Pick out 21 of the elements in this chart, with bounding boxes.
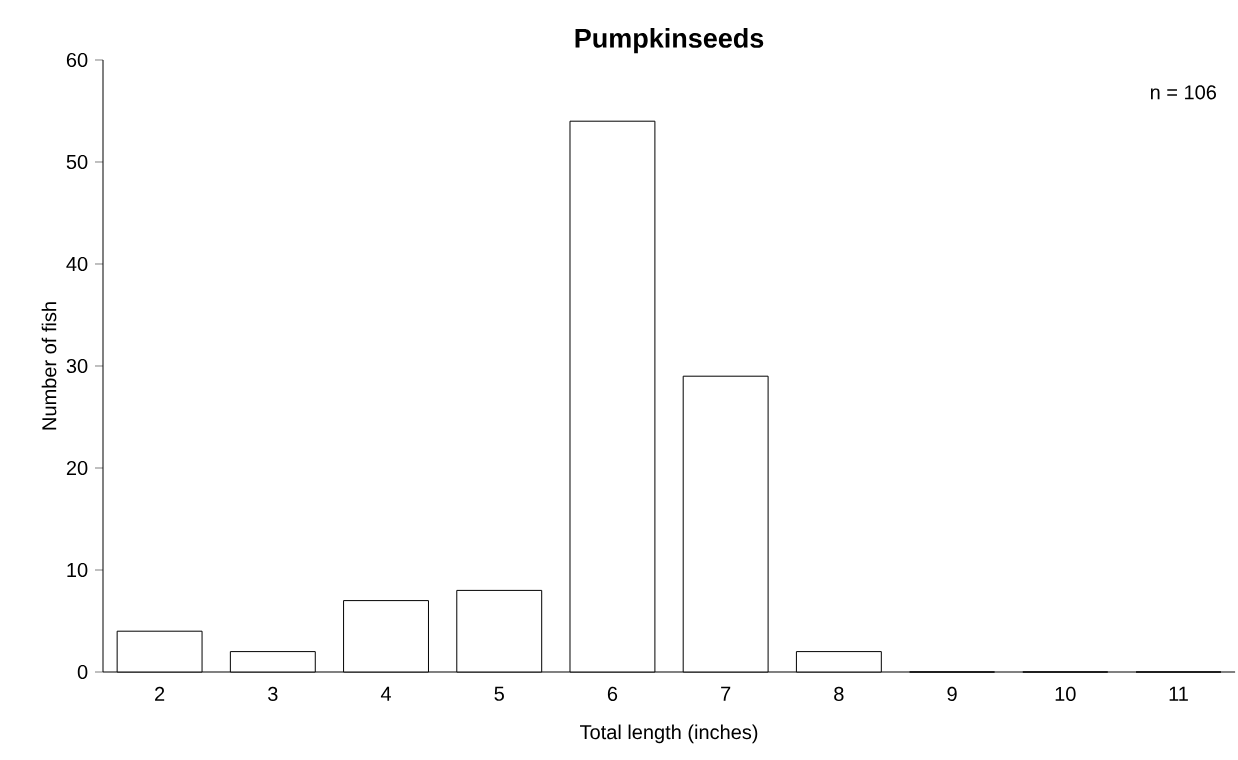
annotation: n = 106 [1150, 85, 1217, 100]
x-tick-label: 4 [380, 686, 391, 701]
x-tick-label: 2 [155, 686, 165, 701]
x-tick-label: 6 [607, 686, 618, 702]
y-tick-label: 10 [67, 562, 88, 578]
y-tick-label: 20 [66, 460, 88, 476]
x-tick-label: 10 [1055, 686, 1076, 702]
y-tick-label: 60 [66, 52, 88, 68]
y-tick-label: 0 [77, 664, 88, 680]
x-tick-label: 7 [721, 686, 731, 701]
x-tick-label: 3 [268, 686, 278, 702]
y-tick-label: 40 [66, 256, 88, 272]
x-tick-label: 9 [947, 686, 957, 702]
x-axis-title: Total length (inches) [580, 724, 758, 744]
x-tick-label: 5 [494, 686, 504, 701]
x-tick-label: 11 [1169, 686, 1188, 701]
y-axis-title: Number of fish [41, 302, 57, 430]
y-tick-label: 30 [66, 358, 88, 374]
x-tick-label: 8 [834, 686, 844, 702]
chart-title: Pumpkinseeds [575, 27, 764, 54]
y-tick-label: 50 [66, 154, 88, 170]
